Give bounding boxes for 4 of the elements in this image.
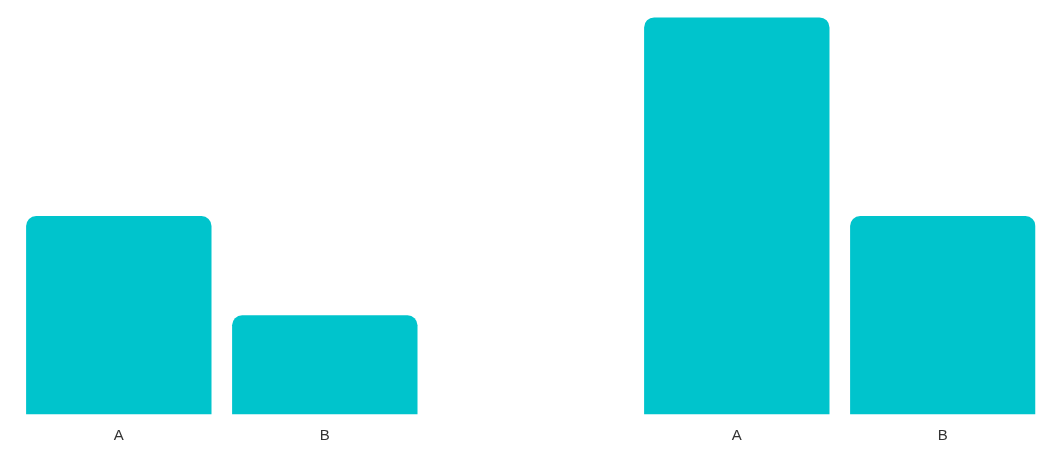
x-tick-label: B	[319, 425, 330, 443]
x-tick-label: B	[937, 425, 948, 443]
x-tick-label: A	[731, 425, 742, 443]
x-tick-label: A	[113, 425, 124, 443]
